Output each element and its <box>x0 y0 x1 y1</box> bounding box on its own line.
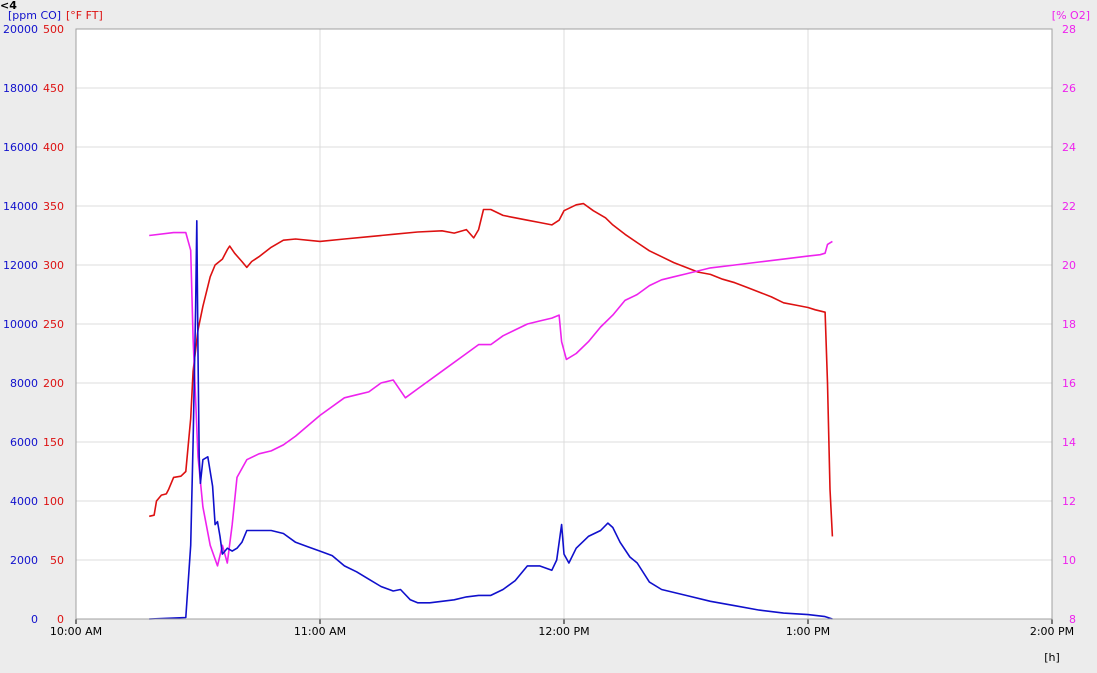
temp-axis-label: [°F FT] <box>66 9 103 22</box>
series-line-co <box>149 220 833 620</box>
x-tick-label: 10:00 AM <box>50 625 102 638</box>
x-tick-label: 11:00 AM <box>294 625 346 638</box>
co-tick-label: 14000 <box>3 200 38 213</box>
temp-tick-label: 150 <box>43 436 64 449</box>
o2-tick-label: 10 <box>1062 554 1076 567</box>
temp-tick-label: 500 <box>43 23 64 36</box>
temp-tick-label: 450 <box>43 82 64 95</box>
temp-tick-label: 0 <box>57 613 64 626</box>
co-tick-label: 10000 <box>3 318 38 331</box>
series-line-temp <box>149 202 834 537</box>
o2-tick-label: 12 <box>1062 495 1076 508</box>
temp-tick-label: 250 <box>43 318 64 331</box>
co-tick-label: 20000 <box>3 23 38 36</box>
x-tick-label: 12:00 PM <box>538 625 589 638</box>
o2-axis-label: [% O2] <box>1052 9 1090 22</box>
temp-tick-label: 400 <box>43 141 64 154</box>
x-tick-label: 2:00 PM <box>1030 625 1074 638</box>
x-tick-label: 1:00 PM <box>786 625 830 638</box>
co-tick-label: 8000 <box>10 377 38 390</box>
o2-tick-label: 24 <box>1062 141 1076 154</box>
co-axis-label: [ppm CO] <box>8 9 61 22</box>
co-tick-label: 4000 <box>10 495 38 508</box>
axes: 10:00 AM 11:00 AM 12:00 PM 1:00 PM 2:00 PM 0 2… <box>3 23 1076 638</box>
temp-tick-label: 200 <box>43 377 64 390</box>
plot-border <box>75 28 1053 620</box>
co-tick-label: 12000 <box>3 259 38 272</box>
temp-tick-label: 350 <box>43 200 64 213</box>
o2-tick-label: 8 <box>1069 613 1076 626</box>
series-layer <box>149 202 834 620</box>
o2-tick-label: 20 <box>1062 259 1076 272</box>
series-line-o2 <box>149 231 833 567</box>
corner-label: <4 <box>0 0 17 12</box>
co-tick-label: 6000 <box>10 436 38 449</box>
temp-tick-label: 50 <box>50 554 64 567</box>
co-tick-label: 16000 <box>3 141 38 154</box>
o2-tick-label: 22 <box>1062 200 1076 213</box>
o2-tick-label: 14 <box>1062 436 1076 449</box>
o2-tick-label: 16 <box>1062 377 1076 390</box>
co-tick-label: 2000 <box>10 554 38 567</box>
x-axis-label: [h] <box>1044 651 1060 664</box>
o2-tick-label: 26 <box>1062 82 1076 95</box>
temp-tick-label: 100 <box>43 495 64 508</box>
o2-tick-label: 28 <box>1062 23 1076 36</box>
temp-tick-label: 300 <box>43 259 64 272</box>
co-tick-label: 18000 <box>3 82 38 95</box>
o2-tick-label: 18 <box>1062 318 1076 331</box>
co-tick-label: 0 <box>31 613 38 626</box>
